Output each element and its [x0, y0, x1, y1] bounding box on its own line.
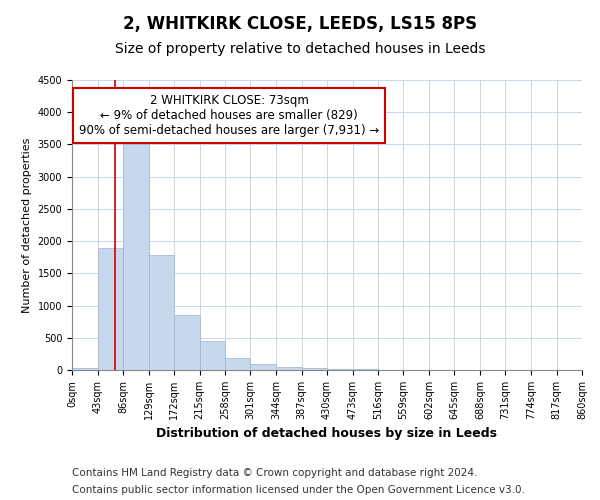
Text: Contains public sector information licensed under the Open Government Licence v3: Contains public sector information licen…	[72, 485, 525, 495]
Bar	[327, 368, 353, 370]
Bar	[251, 364, 276, 370]
Bar	[97, 248, 123, 370]
Bar	[174, 315, 199, 370]
Text: Contains HM Land Registry data © Crown copyright and database right 2024.: Contains HM Land Registry data © Crown c…	[72, 468, 478, 477]
Y-axis label: Number of detached properties: Number of detached properties	[22, 138, 32, 312]
Bar	[72, 368, 97, 370]
Bar	[199, 341, 225, 370]
Text: Size of property relative to detached houses in Leeds: Size of property relative to detached ho…	[115, 42, 485, 56]
Text: 2, WHITKIRK CLOSE, LEEDS, LS15 8PS: 2, WHITKIRK CLOSE, LEEDS, LS15 8PS	[123, 15, 477, 33]
Bar	[225, 358, 251, 370]
Text: 2 WHITKIRK CLOSE: 73sqm
← 9% of detached houses are smaller (829)
90% of semi-de: 2 WHITKIRK CLOSE: 73sqm ← 9% of detached…	[79, 94, 379, 137]
X-axis label: Distribution of detached houses by size in Leeds: Distribution of detached houses by size …	[157, 428, 497, 440]
Bar	[123, 144, 149, 370]
Bar	[149, 256, 174, 370]
Bar	[302, 368, 327, 370]
Bar	[276, 367, 302, 370]
